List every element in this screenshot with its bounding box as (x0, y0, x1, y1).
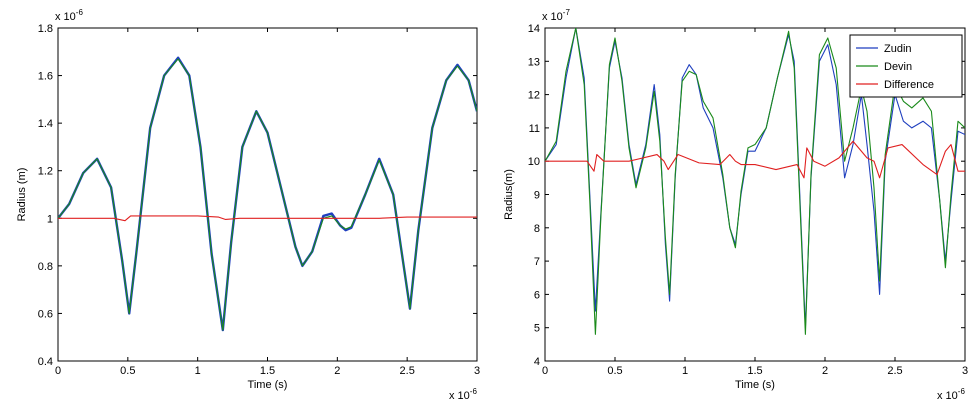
y-tick-label: 7 (534, 256, 540, 268)
chart-left: 0 0.5 1 1.5 2 2.5 3 0.4 0.6 0.8 1 1.2 1.4 1.6 1.8 Time … (16, 8, 480, 402)
series-line-difference (545, 140, 965, 179)
y-tick-label: 12 (528, 90, 540, 102)
x-tick-label: 0 (55, 365, 61, 377)
legend: Zudin Devin Difference (849, 34, 963, 98)
x-axis-label: Time (s) (248, 379, 288, 391)
y-tick-label: 13 (528, 56, 540, 68)
x-tick-label: 2 (822, 365, 828, 377)
x-tick-label: 2.5 (400, 365, 415, 377)
y-tick-label: 1.2 (38, 166, 53, 178)
x-tick-label: 2.5 (887, 365, 902, 377)
legend-entry: Difference (884, 79, 934, 91)
x-tick-label: 0.5 (607, 365, 622, 377)
plot-area (57, 27, 478, 362)
legend-entry: Devin (884, 61, 912, 73)
y-tick-label: 0.8 (38, 261, 53, 273)
series-line-1 (58, 58, 477, 331)
y-axis-label: Radius(m) (503, 169, 515, 220)
y-axis-label: Radius (m) (16, 168, 28, 222)
x-tick-label: 0 (542, 365, 548, 377)
x-axis-label: Time (s) (735, 379, 775, 391)
x-tick-label: 0.5 (120, 365, 135, 377)
x-multiplier-exponent: -6 (470, 387, 478, 396)
legend-entry: Zudin (884, 43, 912, 55)
x-tick-label: 3 (962, 365, 968, 377)
chart-right: 0 0.5 1 1.5 2 2.5 3 4 5 6 7 8 9 10 11 12 13 14 Time (s) Rad… (503, 8, 968, 402)
series-line-2 (58, 215, 477, 222)
x-tick-label: 1 (682, 365, 688, 377)
x-tick-label: 1 (195, 365, 201, 377)
y-tick-label: 1.8 (38, 23, 53, 35)
x-multiplier-exponent: -6 (958, 387, 966, 396)
y-tick-label: 8 (534, 223, 540, 235)
y-tick-label: 0.6 (38, 308, 53, 320)
y-tick-label: 1.6 (38, 71, 53, 83)
x-tick-label: 2 (334, 365, 340, 377)
y-tick-label: 11 (529, 123, 540, 135)
y-tick-label: 1 (47, 213, 53, 225)
y-tick-label: 1.4 (38, 118, 53, 130)
y-tick-label: 4 (534, 356, 540, 368)
x-tick-label: 1.5 (747, 365, 762, 377)
series-line-devin (545, 28, 965, 335)
y-multiplier-exponent: -7 (563, 8, 571, 17)
y-multiplier-exponent: -6 (76, 8, 84, 17)
y-tick-label: 0.4 (38, 356, 53, 368)
y-tick-label: 14 (528, 23, 540, 35)
y-tick-label: 5 (534, 323, 540, 335)
x-tick-label: 3 (474, 365, 480, 377)
y-tick-label: 9 (534, 190, 540, 202)
y-tick-label: 6 (534, 289, 540, 301)
y-tick-label: 10 (528, 156, 540, 168)
x-tick-label: 1.5 (260, 365, 275, 377)
